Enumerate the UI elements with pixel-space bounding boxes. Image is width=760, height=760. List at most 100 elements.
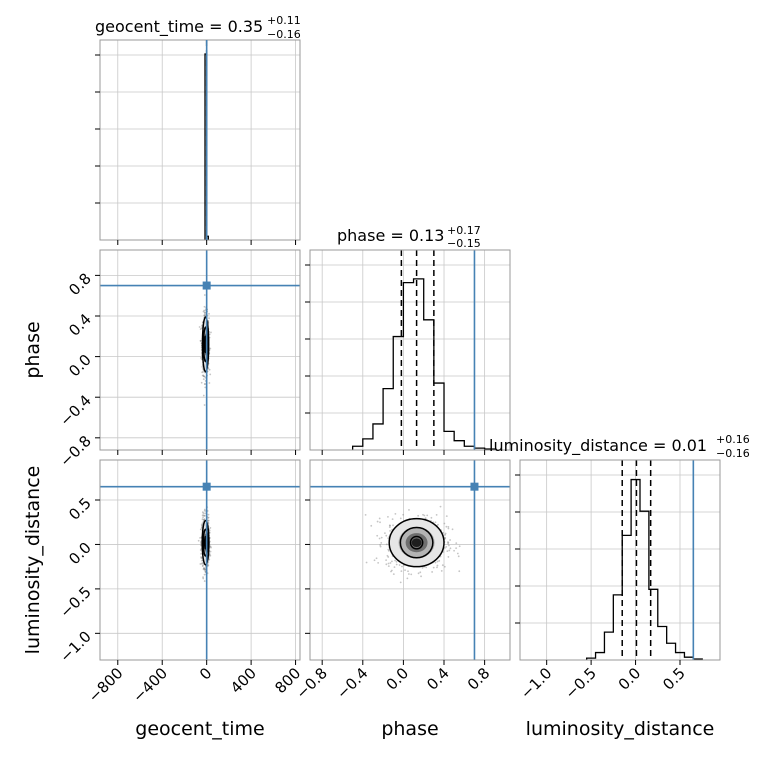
sample-point: [444, 532, 447, 535]
y-tick-label: 0.0: [65, 351, 95, 381]
sample-point: [389, 529, 391, 532]
sample-point: [446, 541, 449, 544]
y-tick-label: −0.5: [56, 583, 94, 621]
title-geocent-time: geocent_time = 0.35: [95, 17, 263, 37]
xlabel-geocent-time: geocent_time: [135, 718, 264, 740]
sample-point: [198, 326, 201, 328]
title-phase-plus: +0.17: [447, 224, 481, 237]
sample-point: [200, 552, 202, 555]
sample-point: [438, 559, 441, 562]
title-geocent-time-minus: −0.16: [267, 28, 301, 41]
title-geocent-time-plus: +0.11: [267, 14, 301, 27]
sample-point: [391, 518, 394, 521]
sample-point: [457, 555, 460, 558]
sample-point: [201, 371, 204, 374]
sample-point: [436, 564, 439, 567]
sample-point: [203, 509, 206, 512]
sample-point: [402, 513, 405, 516]
sample-point: [426, 514, 429, 517]
contour-level: [201, 519, 210, 566]
panel-content: [310, 460, 510, 660]
sample-point: [389, 562, 392, 564]
sample-point: [387, 549, 390, 552]
sample-point: [453, 549, 455, 552]
sample-point: [404, 569, 406, 571]
title-phase: phase = 0.13: [337, 226, 444, 245]
y-tick-label: 0.5: [65, 494, 95, 524]
sample-point: [208, 382, 211, 384]
sample-point: [202, 567, 205, 569]
sample-point: [387, 515, 389, 518]
sample-point: [436, 560, 439, 563]
sample-point: [201, 565, 204, 567]
panel-geocent_time-geocent_time: [95, 39, 301, 245]
panel-frame: [99, 39, 301, 241]
sample-point: [441, 564, 444, 567]
sample-point: [455, 542, 458, 545]
sample-point: [207, 564, 210, 567]
sample-point: [417, 514, 420, 517]
sample-point: [446, 550, 449, 553]
contour-level: [202, 528, 209, 557]
x-tick-label: −800: [85, 664, 127, 706]
sample-point: [208, 368, 211, 371]
ylabel-luminosity-distance: luminosity_distance: [22, 466, 44, 655]
sample-point: [202, 378, 205, 381]
sample-point: [200, 562, 203, 565]
sample-point: [209, 347, 212, 350]
sample-point: [399, 581, 402, 584]
panels-layer: −0.8−0.40.00.40.8−800 −400 0 400 800−1.0−0.5…: [56, 39, 721, 706]
density-fill: [411, 538, 422, 547]
y-tick-label: −0.4: [56, 391, 94, 429]
sample-point: [390, 560, 393, 563]
sample-point: [380, 536, 383, 539]
sample-point: [208, 317, 210, 320]
sample-point: [199, 541, 202, 544]
contour-level: [409, 535, 424, 550]
x-tick-label: 0.5: [659, 664, 689, 694]
sample-point: [417, 572, 420, 575]
sample-point: [376, 520, 379, 523]
sample-point: [378, 537, 381, 540]
sample-point: [388, 524, 391, 527]
sample-point: [430, 516, 433, 519]
sample-point: [203, 305, 206, 308]
sample-point: [456, 552, 459, 555]
sample-point: [384, 532, 386, 535]
sample-point: [203, 294, 206, 296]
sample-point: [448, 549, 451, 552]
sample-point: [392, 524, 394, 527]
panel-frame: [309, 249, 511, 451]
sample-point: [380, 541, 383, 544]
sample-point: [407, 570, 409, 573]
contour-level: [202, 326, 209, 363]
ylabel-phase: phase: [22, 321, 44, 378]
sample-point: [376, 534, 379, 537]
sample-point: [202, 516, 204, 519]
contour-level: [388, 517, 445, 568]
sample-point: [440, 570, 443, 572]
sample-point: [379, 521, 381, 524]
panel-content: [100, 460, 300, 660]
sample-point: [449, 539, 452, 541]
sample-point: [202, 394, 205, 397]
title-luminosity-distance: luminosity_distance = 0.01: [489, 436, 707, 456]
sample-point: [199, 528, 202, 531]
histogram-luminosity_distance: [586, 478, 703, 660]
sample-point: [210, 331, 212, 334]
sample-point: [432, 566, 435, 569]
panel-geocent_time-luminosity_distance: −800 −400 0 400 800−1.0−0.50.00.5: [56, 459, 304, 706]
sample-point: [394, 559, 397, 562]
sample-point: [385, 563, 388, 566]
x-tick-label: −0.5: [561, 664, 599, 702]
sample-point: [385, 534, 388, 537]
sample-point: [370, 524, 373, 527]
sample-point: [197, 539, 200, 542]
x-tick-label: 0.4: [423, 664, 453, 694]
truth-marker: [470, 482, 479, 491]
y-tick-label: 0.4: [65, 310, 95, 340]
sample-point: [365, 561, 368, 564]
y-tick-label: 0.8: [65, 269, 95, 299]
sample-point: [434, 561, 437, 564]
panel-luminosity_distance-luminosity_distance: −1.0 −0.5 0.0 0.5: [515, 459, 721, 703]
